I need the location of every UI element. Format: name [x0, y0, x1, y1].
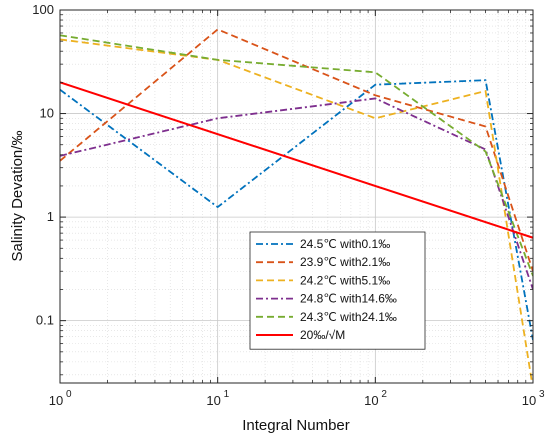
legend-label: 24.3℃ with24.1‰: [300, 310, 397, 324]
legend-label: 23.9℃ with2.1‰: [300, 255, 390, 269]
series-line-6: [60, 81, 533, 239]
y-tick-label: 0.1: [36, 313, 54, 328]
minor-grid: [60, 10, 533, 383]
series-line-1: [60, 79, 533, 341]
x-axis-title: Integral Number: [242, 417, 350, 434]
legend-label: 24.2℃ with5.1‰: [300, 273, 390, 287]
x-tick-label: 10: [49, 393, 63, 408]
x-tick-labels: 10 0 10 1 10 2 10 3: [49, 389, 545, 408]
x-tick-label: 10: [522, 393, 536, 408]
legend-label: 24.5℃ with0.1‰: [300, 237, 390, 251]
y-tick-label: 10: [40, 106, 54, 121]
x-tick-exponent: 3: [539, 389, 545, 400]
series-line-5: [60, 34, 533, 277]
plot-frame: [59, 9, 534, 384]
legend-label: 24.8℃ with14.6‰: [300, 292, 397, 306]
y-tick-labels: 0.1 1 10 100: [32, 2, 54, 328]
x-tick-label: 10: [364, 393, 378, 408]
legend: 24.5℃ with0.1‰ 23.9℃ with2.1‰ 24.2℃ with5.…: [249, 231, 426, 350]
y-tick-label: 1: [47, 209, 54, 224]
x-tick-exponent: 1: [224, 389, 230, 400]
series-line-2: [60, 28, 533, 272]
x-tick-exponent: 2: [381, 389, 387, 400]
y-tick-label: 100: [32, 2, 54, 17]
series-layer: [60, 28, 533, 383]
tick-marks: [59, 9, 534, 383]
legend-label: 20‰/√M: [300, 328, 345, 342]
y-axis-title: Salinity Devation/‰: [9, 131, 26, 262]
x-tick-label: 10: [206, 393, 220, 408]
legend-box: [249, 231, 426, 350]
series-line-4: [60, 97, 533, 290]
x-tick-exponent: 0: [66, 389, 72, 400]
series-line-3: [60, 38, 533, 383]
